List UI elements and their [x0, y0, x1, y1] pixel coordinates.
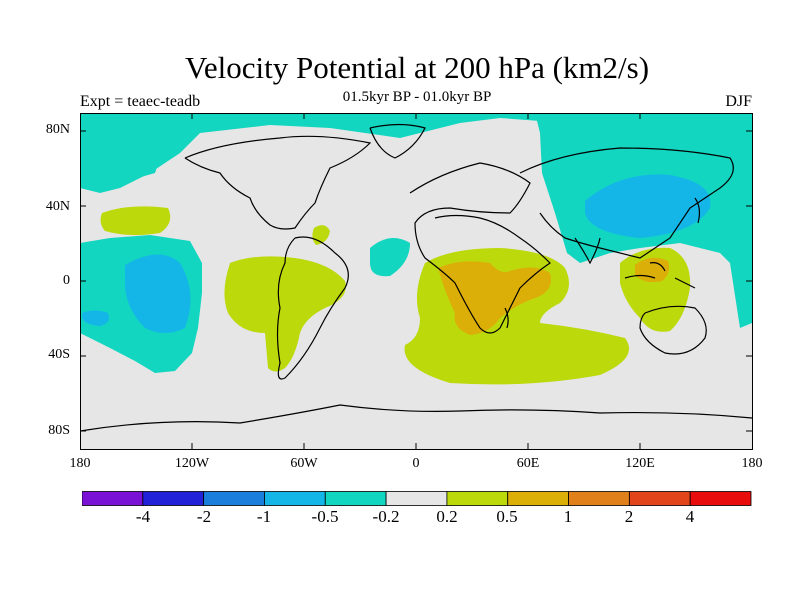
lon-tick-0: 0 [412, 456, 420, 471]
colorbar-box [689, 491, 752, 506]
velocity-potential-map [80, 113, 753, 450]
colorbar-label: 0.5 [496, 507, 518, 526]
colorbar-box [203, 491, 265, 506]
colorbar-box [446, 491, 509, 506]
plot-title: Velocity Potential at 200 hPa (km2/s) [184, 50, 650, 85]
negative-region-atlantic [370, 238, 410, 277]
lon-tick-120e: 120E [625, 456, 655, 471]
colorbar-label: -1 [256, 507, 272, 526]
experiment-label: Expt = teaec-teadb [80, 93, 201, 110]
colorbar-box [264, 491, 326, 506]
lat-tick-80n: 80N [45, 122, 70, 137]
colorbar-label: -2 [196, 507, 212, 526]
negative-core-asia [585, 174, 711, 238]
colorbar-label: -0.5 [311, 507, 339, 526]
colorbar-box [568, 491, 630, 506]
colorbar-box [82, 491, 144, 506]
lat-tick-40n: 40N [45, 199, 70, 214]
positive-core-africa [438, 261, 551, 335]
colorbar-label: 2 [624, 507, 634, 526]
lon-tick-60w: 60W [290, 456, 318, 471]
lon-tick-180w: 180 [69, 456, 91, 471]
lon-tick-60e: 60E [516, 456, 540, 471]
colorbar-label: 4 [685, 507, 695, 526]
axis-ticks [80, 113, 752, 449]
positive-region-south-america [224, 256, 346, 372]
colorbar-label: -0.2 [372, 507, 400, 526]
lon-tick-180e: 180 [741, 456, 763, 471]
positive-region-north-pacific [100, 206, 171, 236]
colorbar-box [385, 491, 448, 506]
coastlines [80, 123, 752, 432]
colorbar-label: -4 [135, 507, 151, 526]
colorbar-label: 0.2 [436, 507, 458, 526]
lon-tick-120w: 120W [174, 456, 210, 471]
negative-region-north-atlantic [80, 143, 160, 185]
colorbar-box [142, 491, 205, 506]
negative-core-pacific [125, 254, 191, 333]
lat-tick-0: 0 [63, 273, 70, 288]
season-label: DJF [725, 93, 752, 110]
colorbar-box [628, 491, 691, 506]
lat-tick-40s: 40S [48, 347, 70, 362]
colorbar-box [324, 491, 387, 506]
colorbar [82, 491, 752, 506]
lat-tick-80s: 80S [48, 423, 70, 438]
plot-subtitle: 01.5kyr BP - 01.0kyr BP [342, 89, 492, 105]
negative-core-pacific-small [82, 310, 109, 326]
colorbar-box [507, 491, 569, 506]
colorbar-label: 1 [563, 507, 573, 526]
